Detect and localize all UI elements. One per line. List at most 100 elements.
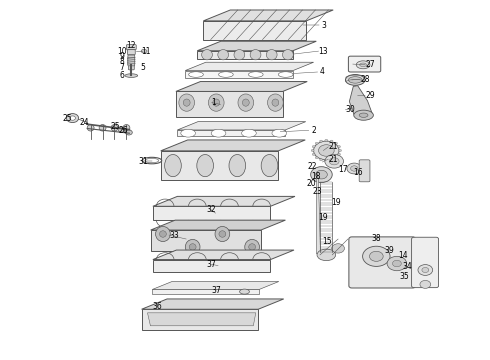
- Ellipse shape: [111, 125, 118, 131]
- Text: 3: 3: [321, 21, 326, 30]
- Ellipse shape: [123, 125, 130, 131]
- Text: 12: 12: [126, 41, 136, 50]
- Ellipse shape: [332, 244, 344, 253]
- Ellipse shape: [125, 74, 138, 77]
- Text: 38: 38: [371, 234, 381, 243]
- Ellipse shape: [319, 159, 322, 161]
- Ellipse shape: [345, 75, 365, 85]
- Ellipse shape: [315, 157, 318, 159]
- Ellipse shape: [248, 72, 263, 77]
- Ellipse shape: [312, 145, 315, 148]
- Ellipse shape: [420, 280, 431, 288]
- Ellipse shape: [211, 129, 226, 137]
- Text: 9: 9: [119, 52, 124, 61]
- Text: 24: 24: [79, 118, 89, 127]
- Ellipse shape: [189, 72, 203, 77]
- Ellipse shape: [248, 244, 256, 250]
- Ellipse shape: [179, 94, 195, 111]
- Ellipse shape: [315, 142, 318, 144]
- Ellipse shape: [387, 256, 407, 271]
- Text: 30: 30: [345, 105, 355, 114]
- FancyBboxPatch shape: [412, 237, 439, 288]
- Ellipse shape: [165, 154, 181, 177]
- Ellipse shape: [338, 153, 341, 156]
- Ellipse shape: [242, 129, 256, 137]
- FancyBboxPatch shape: [128, 57, 135, 66]
- Polygon shape: [185, 71, 293, 78]
- Text: 4: 4: [320, 68, 325, 77]
- FancyBboxPatch shape: [127, 50, 135, 55]
- Polygon shape: [151, 230, 261, 251]
- Ellipse shape: [311, 149, 314, 152]
- Ellipse shape: [261, 154, 278, 177]
- Polygon shape: [185, 62, 314, 71]
- Polygon shape: [176, 91, 283, 117]
- Polygon shape: [153, 260, 270, 272]
- FancyBboxPatch shape: [359, 160, 370, 182]
- Text: 37: 37: [207, 260, 217, 269]
- Polygon shape: [161, 140, 305, 151]
- Text: 15: 15: [322, 237, 332, 246]
- Ellipse shape: [125, 130, 132, 135]
- Text: 31: 31: [138, 157, 148, 166]
- Ellipse shape: [325, 159, 328, 162]
- FancyBboxPatch shape: [128, 65, 134, 70]
- Text: 20: 20: [306, 179, 316, 188]
- Polygon shape: [317, 173, 320, 254]
- Text: 28: 28: [360, 75, 370, 84]
- Polygon shape: [203, 10, 333, 21]
- Ellipse shape: [208, 94, 224, 111]
- FancyBboxPatch shape: [348, 56, 381, 72]
- Ellipse shape: [360, 63, 367, 67]
- Ellipse shape: [338, 145, 341, 148]
- Ellipse shape: [234, 50, 245, 60]
- Ellipse shape: [189, 244, 196, 250]
- Ellipse shape: [348, 77, 362, 83]
- Text: 21: 21: [328, 154, 338, 163]
- Ellipse shape: [316, 170, 327, 179]
- Ellipse shape: [118, 127, 125, 132]
- Polygon shape: [177, 130, 285, 136]
- Polygon shape: [152, 282, 279, 289]
- Ellipse shape: [229, 154, 245, 177]
- Ellipse shape: [141, 49, 147, 53]
- Ellipse shape: [156, 226, 171, 242]
- Ellipse shape: [238, 94, 254, 111]
- Polygon shape: [152, 289, 259, 294]
- Ellipse shape: [363, 246, 390, 266]
- Text: 16: 16: [353, 167, 363, 176]
- Text: 7: 7: [119, 63, 124, 72]
- Ellipse shape: [87, 125, 94, 131]
- Ellipse shape: [240, 289, 249, 294]
- Polygon shape: [142, 299, 284, 309]
- Polygon shape: [197, 41, 317, 51]
- Polygon shape: [197, 51, 293, 59]
- Ellipse shape: [317, 249, 336, 261]
- Ellipse shape: [418, 265, 433, 275]
- Ellipse shape: [314, 141, 339, 160]
- Ellipse shape: [422, 267, 429, 273]
- Ellipse shape: [213, 99, 220, 106]
- Ellipse shape: [283, 50, 293, 60]
- Ellipse shape: [67, 113, 78, 122]
- Text: 8: 8: [119, 57, 124, 66]
- Text: 6: 6: [119, 71, 124, 80]
- Ellipse shape: [359, 113, 368, 117]
- Text: 32: 32: [207, 205, 217, 214]
- Polygon shape: [153, 206, 270, 220]
- FancyBboxPatch shape: [126, 45, 136, 50]
- Ellipse shape: [392, 260, 401, 267]
- Text: 39: 39: [385, 246, 394, 255]
- Ellipse shape: [160, 231, 167, 237]
- Ellipse shape: [183, 99, 190, 106]
- Ellipse shape: [351, 166, 358, 171]
- Ellipse shape: [329, 158, 339, 165]
- Text: 5: 5: [141, 63, 146, 72]
- Ellipse shape: [356, 61, 370, 69]
- Text: 13: 13: [318, 46, 328, 55]
- Ellipse shape: [245, 239, 260, 255]
- Text: 19: 19: [331, 198, 341, 207]
- Ellipse shape: [311, 167, 332, 183]
- Ellipse shape: [318, 145, 334, 156]
- Text: 37: 37: [212, 287, 221, 295]
